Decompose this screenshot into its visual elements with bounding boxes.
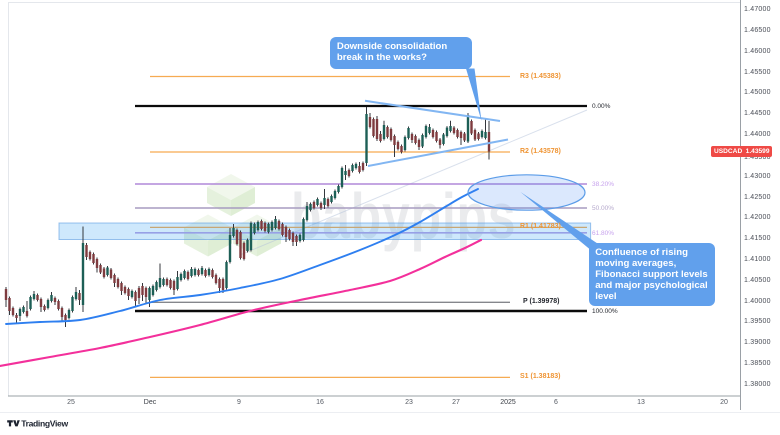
svg-text:TradingView: TradingView (21, 419, 68, 429)
